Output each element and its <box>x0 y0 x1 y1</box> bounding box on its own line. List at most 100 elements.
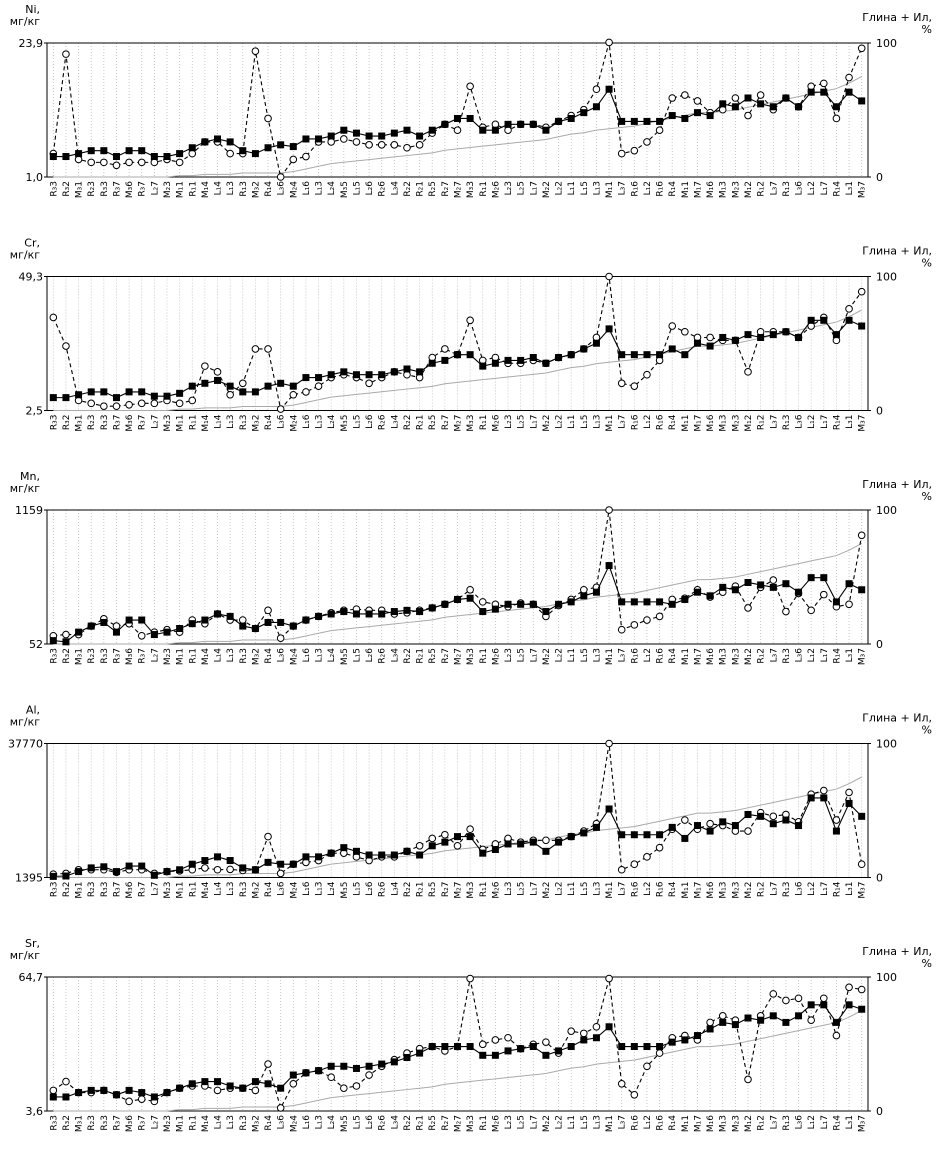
x-tick-label: L₂5 <box>517 1115 527 1129</box>
square-marker <box>315 853 323 861</box>
circle-marker <box>605 974 613 983</box>
square-marker <box>441 120 449 128</box>
x-tick-label: L₂4 <box>327 1115 337 1130</box>
y2-tick-label: 100 <box>876 271 897 284</box>
circle-marker <box>137 158 146 167</box>
x-tick-label: M₂3 <box>731 882 741 899</box>
circle-marker <box>201 864 209 872</box>
square-marker <box>251 1078 259 1086</box>
x-tick-label: M₃3 <box>466 415 476 432</box>
x-tick-label: M₃2 <box>251 882 261 899</box>
square-marker <box>807 88 815 96</box>
square-marker <box>226 382 234 390</box>
square-marker <box>289 143 297 151</box>
square-marker <box>504 600 512 608</box>
circle-marker <box>819 786 828 795</box>
circle-marker <box>769 990 778 998</box>
square-marker <box>264 382 272 390</box>
x-tick-label: L₁5 <box>352 415 362 429</box>
y2-axis-label: Глина + Ил, <box>862 245 932 258</box>
x-tick-label: L₃7 <box>618 648 628 662</box>
square-marker <box>49 637 57 645</box>
circle-marker <box>264 114 272 123</box>
square-marker <box>201 1078 209 1086</box>
square-marker <box>858 97 866 105</box>
square-marker <box>150 631 158 639</box>
x-tick-label: R₁3 <box>782 648 792 664</box>
x-tick-label: M₂3 <box>163 882 173 899</box>
x-tick-label: R₁6 <box>656 648 666 664</box>
circle-marker <box>453 126 462 134</box>
square-marker <box>214 610 222 618</box>
x-tick-label: M₁7 <box>693 648 703 665</box>
square-marker <box>327 849 335 857</box>
x-tick-label: M₂6 <box>491 881 501 898</box>
square-marker <box>807 1001 815 1009</box>
x-tick-label: R₂3 <box>87 648 97 664</box>
square-marker <box>112 868 120 876</box>
square-marker <box>681 114 689 122</box>
x-tick-label: R₂7 <box>441 1115 451 1131</box>
series-line <box>53 1010 862 1112</box>
x-tick-label: R₃2 <box>62 415 72 431</box>
x-tick-label: R₃3 <box>100 415 110 431</box>
square-marker <box>239 864 247 872</box>
square-marker <box>769 1012 777 1020</box>
square-marker <box>352 847 360 855</box>
x-tick-label: L₁2 <box>807 882 817 896</box>
square-marker <box>605 85 613 93</box>
y2-tick-label: 100 <box>876 37 897 50</box>
circle-marker <box>175 158 184 167</box>
x-tick-label: L₂2 <box>555 181 565 195</box>
square-marker <box>87 388 95 396</box>
square-marker <box>378 132 386 140</box>
x-tick-label: M₁4 <box>201 648 211 665</box>
y-tick-label: 64,7 <box>19 971 44 984</box>
square-marker <box>454 114 461 122</box>
x-tick-label: L₃6 <box>795 181 805 196</box>
square-marker <box>832 827 840 835</box>
square-marker <box>277 860 285 868</box>
x-tick-label: M₃2 <box>251 648 261 665</box>
circle-marker <box>302 388 310 396</box>
square-marker <box>858 322 866 330</box>
square-marker <box>757 812 765 820</box>
square-marker <box>832 1018 840 1026</box>
square-marker <box>100 388 108 396</box>
x-tick-label: M₂3 <box>163 648 173 665</box>
square-marker <box>769 820 777 828</box>
square-marker <box>681 351 689 359</box>
square-marker <box>517 356 525 364</box>
square-marker <box>340 126 348 134</box>
plot-frame <box>46 276 869 411</box>
square-marker <box>49 153 57 161</box>
circle-marker <box>87 158 96 167</box>
x-tick-label: R₂2 <box>403 415 413 431</box>
x-tick-label: L₃6 <box>277 881 287 896</box>
square-marker <box>807 794 815 802</box>
square-marker <box>302 853 310 861</box>
square-marker <box>163 1089 171 1097</box>
circle-marker <box>276 634 285 642</box>
x-tick-label: L₂6 <box>365 414 375 429</box>
y2-tick-label: 0 <box>876 171 883 184</box>
circle-marker <box>706 1018 714 1027</box>
circle-marker <box>807 606 815 615</box>
x-tick-label: L₂7 <box>150 882 160 896</box>
square-marker <box>125 1086 133 1094</box>
circle-marker <box>857 44 866 53</box>
x-tick-label: R₃7 <box>138 181 148 197</box>
x-tick-label: L₃6 <box>277 648 287 663</box>
square-marker <box>428 126 436 134</box>
square-marker <box>656 831 664 839</box>
x-tick-label: L₂7 <box>150 181 160 195</box>
x-tick-label: L₂4 <box>327 414 337 429</box>
square-marker <box>289 860 297 868</box>
y2-tick-label: 100 <box>876 504 897 517</box>
x-tick-label: M₁3 <box>719 648 729 665</box>
x-tick-label: M₁2 <box>744 181 754 198</box>
square-marker <box>466 114 474 122</box>
x-tick-label: M₂3 <box>731 415 741 432</box>
circle-marker <box>264 345 272 353</box>
